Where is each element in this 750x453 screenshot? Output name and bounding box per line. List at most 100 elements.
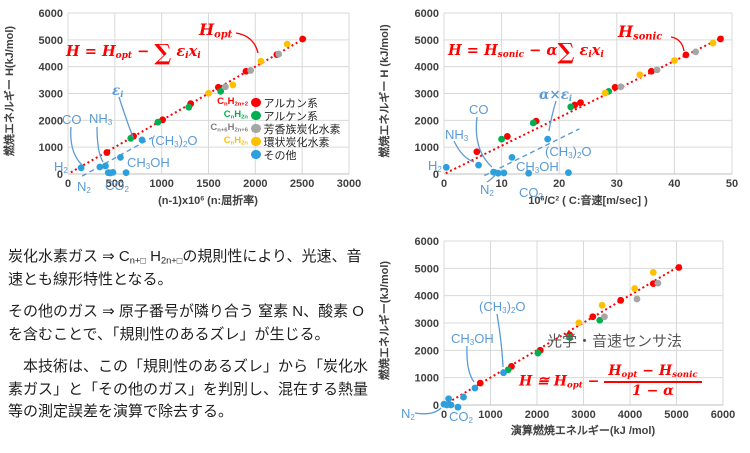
y-tick: 4000 — [415, 62, 439, 74]
その他-point — [96, 163, 104, 171]
x-tick: 2000 — [243, 178, 267, 190]
callout-leader-line — [118, 96, 134, 138]
アルカン系 CnH2n+2-point — [577, 99, 584, 107]
deviation_line — [81, 136, 153, 177]
h2-label: H2 — [54, 159, 68, 175]
nh3-label: NH3 — [89, 111, 113, 127]
legend-label: その他 — [263, 149, 297, 162]
アルケン系 CnH2n-point — [529, 119, 537, 127]
その他-point — [475, 161, 482, 169]
環状炭化水素 CnH2n-point — [601, 89, 609, 97]
callout-leader-line — [453, 140, 475, 163]
その他-point — [77, 164, 85, 172]
co2-label: CO2 — [449, 409, 473, 425]
x-axis-label: 106/C2 ( C:音速[m/sec] ) — [528, 195, 648, 207]
paragraph-other-gas-rule: その他のガス ⇒ 原子番号が隣り合う 窒素 N、酸素 O を含むことで、「規則性… — [8, 303, 364, 343]
n2-label: N2 — [480, 182, 494, 198]
x-tick: 0 — [65, 178, 71, 190]
sonic-plot-area: 0 10 20 30 40 50 0 1000 2000 3000 4000 5000 6000 — [415, 8, 739, 190]
芳香族炭化水素 Cn+6H2n+6-point — [617, 83, 625, 91]
その他-point — [500, 369, 507, 377]
callout-leader-line — [548, 100, 557, 132]
y-tick: 0 — [433, 400, 439, 412]
y-tick: 1000 — [415, 373, 439, 385]
x-tick: 2000 — [525, 409, 549, 421]
y-tick: 4000 — [415, 291, 439, 303]
legend-dot-icon — [251, 110, 261, 121]
ch32o-label: (CH3)2O — [545, 144, 592, 160]
x-tick: 1000 — [149, 178, 173, 190]
x-tick: 3000 — [337, 178, 361, 190]
computed-chart: 0 1000 2000 3000 4000 5000 6000 0 1000 2000 3000 40… — [375, 226, 750, 453]
legend-dot-icon — [251, 149, 261, 160]
アルケン系 CnH2n-point — [185, 103, 193, 111]
x-tick: 1500 — [196, 178, 220, 190]
callout-leader-line — [670, 36, 685, 52]
legend-row: Cn+6H2n+6 芳香族炭化水素 — [204, 121, 341, 136]
callout-leader-line — [486, 173, 497, 183]
その他-point — [102, 162, 109, 170]
アルケン系 CnH2n-point — [566, 333, 573, 341]
y-tick: 5000 — [415, 35, 439, 47]
x-tick: 5000 — [664, 409, 688, 421]
芳香族炭化水素 Cn+6H2n+6-point — [633, 295, 641, 303]
アルケン系 CnH2n-point — [217, 87, 225, 95]
epsilon-callout: εi — [112, 83, 124, 100]
アルカン系 CnH2n+2-point — [675, 264, 683, 271]
co2-label: CO2 — [519, 185, 543, 201]
description-text: 炭化水素ガス ⇒ Cn+□ H2n+□の規則性により、光速、音速とも線形特性とな… — [8, 246, 372, 434]
callout-leader-line — [496, 313, 504, 368]
その他-point — [565, 169, 572, 177]
アルカン系 CnH2n+2-point — [503, 133, 511, 140]
legend-dot-icon — [251, 136, 261, 147]
その他-point — [460, 393, 467, 401]
アルカン系 CnH2n+2-point — [647, 67, 655, 75]
legend-formula: Cn+6H2n+6 — [210, 121, 248, 134]
callout-leader-line — [96, 126, 104, 163]
x-tick: 4000 — [618, 409, 642, 421]
y-tick: 0 — [433, 169, 439, 181]
環状炭化水素 CnH2n-point — [257, 57, 265, 65]
環状炭化水素 CnH2n-point — [649, 269, 657, 276]
芳香族炭化水素 Cn+6H2n+6-point — [275, 50, 283, 58]
その他-point — [138, 136, 146, 144]
y-tick: 2000 — [415, 345, 439, 357]
y-tick: 6000 — [39, 8, 63, 20]
legend-row: その他 — [204, 148, 341, 162]
アルケン系 CnH2n-point — [567, 103, 575, 111]
アルカン系 CnH2n+2-point — [103, 149, 111, 156]
その他-point — [525, 169, 533, 177]
その他-point — [106, 169, 114, 177]
芳香族炭化水素 Cn+6H2n+6-point — [601, 313, 608, 321]
x-tick: 50 — [726, 178, 738, 190]
ch3oh-label: CH3OH — [516, 159, 559, 175]
環状炭化水素 CnH2n-point — [631, 285, 639, 292]
アルカン系 CnH2n+2-point — [617, 296, 625, 304]
アルケン系 CnH2n-point — [596, 316, 604, 324]
hopt-callout: Hopt — [199, 20, 233, 41]
legend-formula: CnH2n — [223, 108, 248, 121]
h2-label: H2 — [428, 158, 442, 174]
芳香族炭化水素 Cn+6H2n+6-point — [221, 83, 229, 91]
formula-optical: H = Hopt − ∑ εixi — [66, 40, 201, 67]
x-tick: 500 — [106, 178, 124, 190]
芳香族炭化水素 Cn+6H2n+6-point — [654, 279, 662, 287]
アルカン系 CnH2n+2-point — [717, 35, 724, 43]
y-tick: 2000 — [39, 115, 63, 127]
legend-label: 芳香族炭化水素 — [263, 123, 341, 136]
その他-point — [494, 169, 502, 177]
x-tick: 30 — [611, 178, 623, 190]
環状炭化水素 CnH2n-point — [598, 301, 606, 309]
環状炭化水素 CnH2n-point — [283, 40, 291, 48]
legend-row: CnH2n+2 アルカン系 — [204, 96, 341, 110]
co2-label: CO2 — [105, 178, 129, 194]
y-tick: 1000 — [39, 142, 63, 154]
アルケン系 CnH2n-point — [154, 118, 162, 126]
y-tick: 6000 — [415, 236, 439, 248]
trendline — [445, 35, 725, 175]
ch32o-label: (CH3)2O — [479, 299, 526, 315]
hsonic-callout: Hsonic — [618, 22, 663, 43]
その他-point — [454, 403, 462, 411]
ch3oh-label: CH3OH — [451, 331, 494, 347]
環状炭化水素 CnH2n-point — [575, 319, 583, 327]
